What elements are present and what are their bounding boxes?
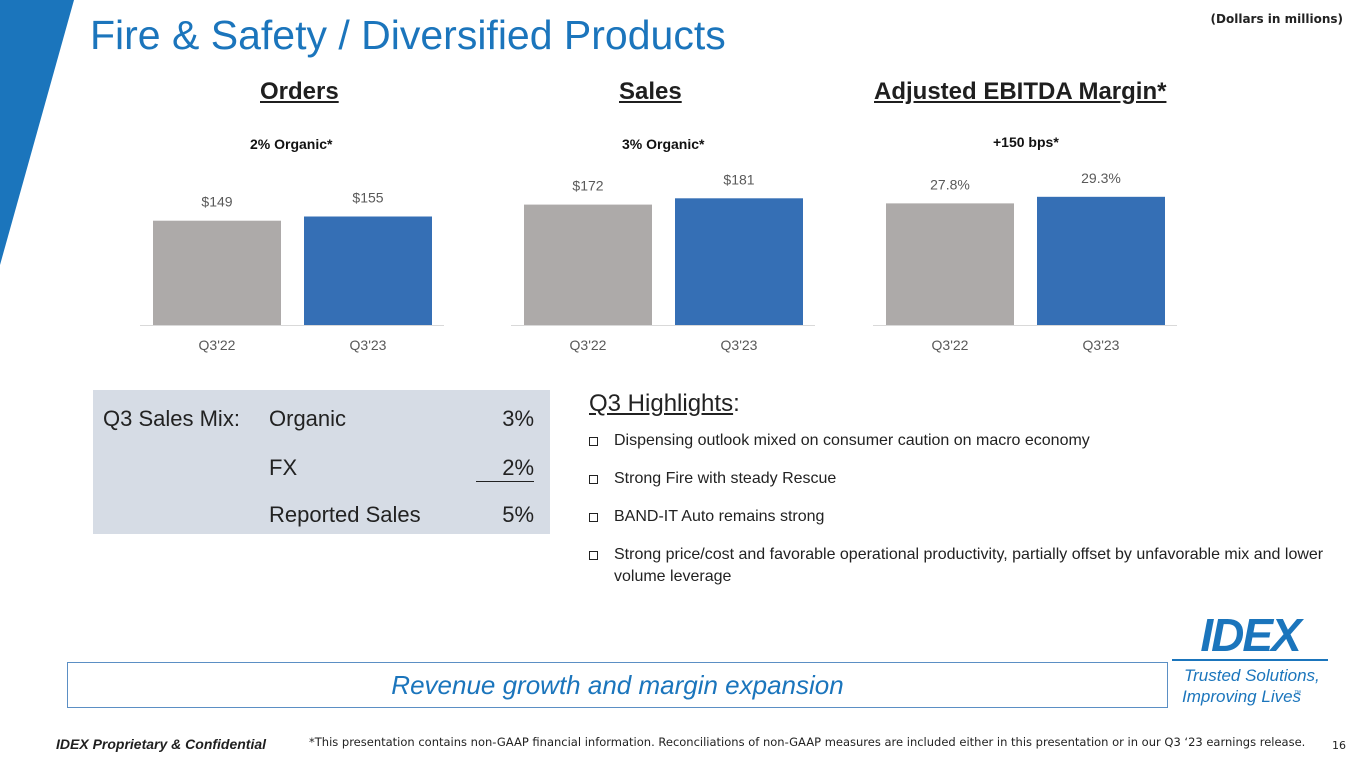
mix-row-fx-value: 2% bbox=[476, 455, 534, 482]
logo-wordmark: IDEX bbox=[1200, 609, 1304, 661]
key-message-banner: Revenue growth and margin expansion bbox=[67, 662, 1168, 708]
ebitda-subtitle: +150 bps* bbox=[993, 134, 1059, 150]
bar bbox=[304, 216, 432, 325]
orders-subtitle: 2% Organic* bbox=[250, 136, 333, 152]
bar bbox=[153, 220, 281, 325]
sales-subtitle: 3% Organic* bbox=[622, 136, 705, 152]
checkbox-bullet-icon bbox=[589, 551, 598, 560]
accent-stripe bbox=[0, 0, 74, 265]
sales-chart-svg: $172 Q3'22 $181 Q3'23 bbox=[511, 171, 815, 353]
highlight-text: Strong price/cost and favorable operatio… bbox=[614, 546, 1324, 585]
highlight-item: Strong Fire with steady Rescue bbox=[589, 468, 1339, 490]
confidential-label: IDEX Proprietary & Confidential bbox=[56, 736, 267, 752]
ebitda-heading: Adjusted EBITDA Margin* bbox=[874, 78, 1167, 105]
category-label: Q3'22 bbox=[570, 337, 607, 353]
idex-logo: IDEX Trusted Solutions, Improving Lives … bbox=[1172, 609, 1328, 706]
data-label: $149 bbox=[201, 194, 232, 210]
sales-mix-box: Q3 Sales Mix: Organic 3% FX 2% Reported … bbox=[93, 390, 550, 534]
mix-row-organic-name: Organic bbox=[269, 406, 347, 431]
highlights-title-colon: : bbox=[733, 390, 740, 417]
data-label: 27.8% bbox=[930, 176, 970, 192]
highlights-list: Dispensing outlook mixed on consumer cau… bbox=[589, 430, 1339, 604]
sales-mix-label: Q3 Sales Mix: bbox=[103, 406, 240, 431]
bar bbox=[524, 204, 652, 325]
orders-heading: Orders bbox=[260, 78, 339, 105]
orders-chart-svg: $149 Q3'22 $155 Q3'23 bbox=[140, 190, 444, 353]
highlight-text: Strong Fire with steady Rescue bbox=[614, 470, 837, 487]
highlight-item: Dispensing outlook mixed on consumer cau… bbox=[589, 430, 1339, 452]
data-label: $181 bbox=[723, 171, 754, 187]
highlights-title: Q3 Highlights: bbox=[589, 390, 740, 418]
data-label: 29.3% bbox=[1081, 170, 1121, 186]
data-label: $155 bbox=[352, 190, 383, 206]
logo-tagline-2: Improving Lives bbox=[1182, 687, 1302, 706]
mix-row-organic-value: 3% bbox=[502, 406, 534, 431]
logo-tagline-1: Trusted Solutions, bbox=[1184, 666, 1320, 685]
logo-trademark: ™ bbox=[1294, 690, 1301, 697]
category-label: Q3'23 bbox=[350, 337, 387, 353]
category-label: Q3'23 bbox=[721, 337, 758, 353]
page-number: 16 bbox=[1332, 739, 1346, 752]
category-label: Q3'22 bbox=[199, 337, 236, 353]
bar bbox=[675, 198, 803, 325]
data-label: $172 bbox=[572, 178, 603, 194]
mix-row-reported-name: Reported Sales bbox=[269, 502, 421, 527]
sales-heading: Sales bbox=[619, 78, 682, 105]
key-message-text: Revenue growth and margin expansion bbox=[391, 670, 844, 700]
mix-row-reported-value: 5% bbox=[502, 502, 534, 527]
mix-row-fx-name: FX bbox=[269, 455, 298, 480]
highlight-text: BAND-IT Auto remains strong bbox=[614, 508, 825, 525]
bar bbox=[1037, 196, 1165, 325]
checkbox-bullet-icon bbox=[589, 475, 598, 484]
bar bbox=[886, 203, 1014, 325]
units-note: (Dollars in millions) bbox=[1210, 12, 1343, 26]
category-label: Q3'22 bbox=[932, 337, 969, 353]
slide-title: Fire & Safety / Diversified Products bbox=[90, 12, 726, 58]
ebitda-chart-svg: 27.8% Q3'22 29.3% Q3'23 bbox=[873, 170, 1177, 353]
orders-chart: $149 Q3'22 $155 Q3'23 bbox=[140, 150, 480, 360]
checkbox-bullet-icon bbox=[589, 437, 598, 446]
highlight-item: Strong price/cost and favorable operatio… bbox=[589, 544, 1339, 588]
highlights-title-text: Q3 Highlights bbox=[589, 390, 734, 417]
logo-rule bbox=[1172, 659, 1328, 661]
highlight-item: BAND-IT Auto remains strong bbox=[589, 506, 1339, 528]
highlight-text: Dispensing outlook mixed on consumer cau… bbox=[614, 432, 1090, 449]
category-label: Q3'23 bbox=[1083, 337, 1120, 353]
ebitda-chart: 27.8% Q3'22 29.3% Q3'23 bbox=[873, 150, 1213, 360]
non-gaap-footnote: *This presentation contains non-GAAP fin… bbox=[309, 735, 1306, 749]
checkbox-bullet-icon bbox=[589, 513, 598, 522]
sales-chart: $172 Q3'22 $181 Q3'23 bbox=[511, 150, 851, 360]
